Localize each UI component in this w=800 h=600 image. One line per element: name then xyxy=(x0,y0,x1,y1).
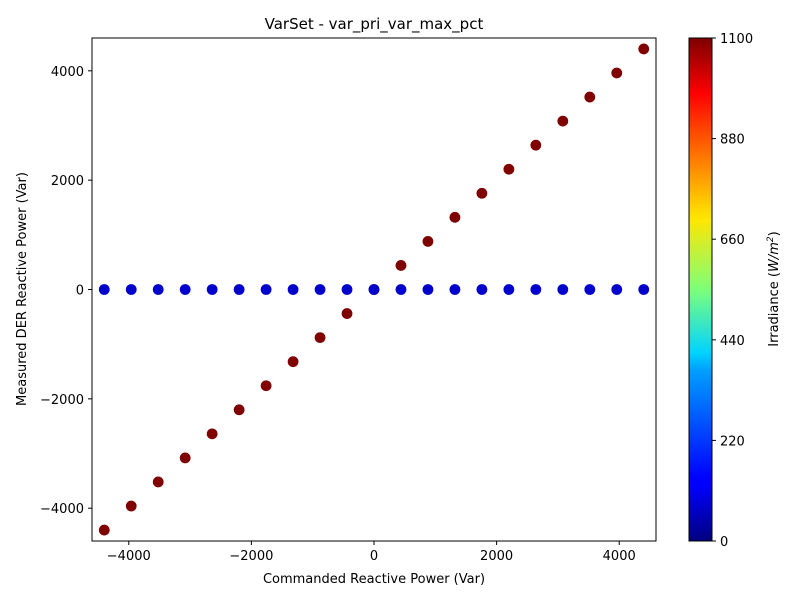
data-point xyxy=(98,284,110,295)
data-point xyxy=(152,476,164,488)
data-point xyxy=(125,500,137,512)
data-point xyxy=(449,211,461,223)
data-point xyxy=(233,284,245,295)
colorbar xyxy=(688,37,713,542)
data-point xyxy=(125,284,137,295)
colorbar-tick-label: 0 xyxy=(720,535,728,550)
data-point xyxy=(476,284,488,295)
colorbar-tick-label: 880 xyxy=(720,133,745,148)
x-tick-label: 4000 xyxy=(603,549,636,564)
y-tick-label: 0 xyxy=(76,284,84,299)
data-point xyxy=(638,43,650,55)
colorbar-ticks: 0 220 440 660 880 1100 xyxy=(712,32,753,550)
data-point xyxy=(476,187,488,199)
data-point xyxy=(152,284,164,295)
data-point xyxy=(314,332,326,344)
data-point xyxy=(287,284,299,295)
x-tick-label: −2000 xyxy=(229,549,273,564)
colorbar-tick-label: 1100 xyxy=(720,32,753,47)
y-tick-label: −4000 xyxy=(40,502,84,517)
x-tick-label: 2000 xyxy=(480,549,513,564)
y-tick-label: 2000 xyxy=(51,174,84,189)
data-point xyxy=(98,524,110,536)
data-point xyxy=(341,308,353,319)
data-point xyxy=(179,452,191,464)
data-point xyxy=(638,284,650,295)
chart-title: VarSet - var_pri_var_max_pct xyxy=(265,15,484,34)
data-point xyxy=(368,284,380,295)
y-axis-label: Measured DER Reactive Power (Var) xyxy=(15,172,30,406)
data-point xyxy=(395,260,407,271)
x-axis-label: Commanded Reactive Power (Var) xyxy=(263,572,485,587)
x-tick-label: 0 xyxy=(370,549,378,564)
data-point xyxy=(557,115,569,127)
data-point xyxy=(503,284,515,295)
data-point xyxy=(422,235,434,247)
data-points xyxy=(98,43,650,536)
colorbar-label: Irradiance (W/m2) xyxy=(766,231,782,346)
data-point xyxy=(179,284,191,295)
data-point xyxy=(341,284,353,295)
colorbar-tick-label: 660 xyxy=(720,233,745,248)
data-point xyxy=(287,356,299,368)
data-point xyxy=(503,163,515,175)
data-point xyxy=(260,284,272,295)
data-point xyxy=(314,284,326,295)
data-point xyxy=(611,284,623,295)
data-point xyxy=(260,380,272,392)
data-point xyxy=(206,428,218,440)
colorbar-tick-label: 440 xyxy=(720,334,745,349)
data-point xyxy=(449,284,461,295)
data-point xyxy=(530,139,542,151)
data-point xyxy=(530,284,542,295)
data-point xyxy=(557,284,569,295)
data-point xyxy=(422,284,434,295)
data-point xyxy=(611,67,623,79)
data-point xyxy=(584,91,596,103)
data-point xyxy=(233,404,245,416)
data-point xyxy=(584,284,596,295)
colorbar-tick-label: 220 xyxy=(720,434,745,449)
axes: −4000 −2000 0 2000 4000 −4000 −2000 0 2000 4000 xyxy=(40,37,657,564)
y-tick-label: 4000 xyxy=(51,65,84,80)
data-point xyxy=(206,284,218,295)
x-tick-label: −4000 xyxy=(107,549,151,564)
y-tick-label: −2000 xyxy=(40,393,84,408)
data-point xyxy=(395,284,407,295)
